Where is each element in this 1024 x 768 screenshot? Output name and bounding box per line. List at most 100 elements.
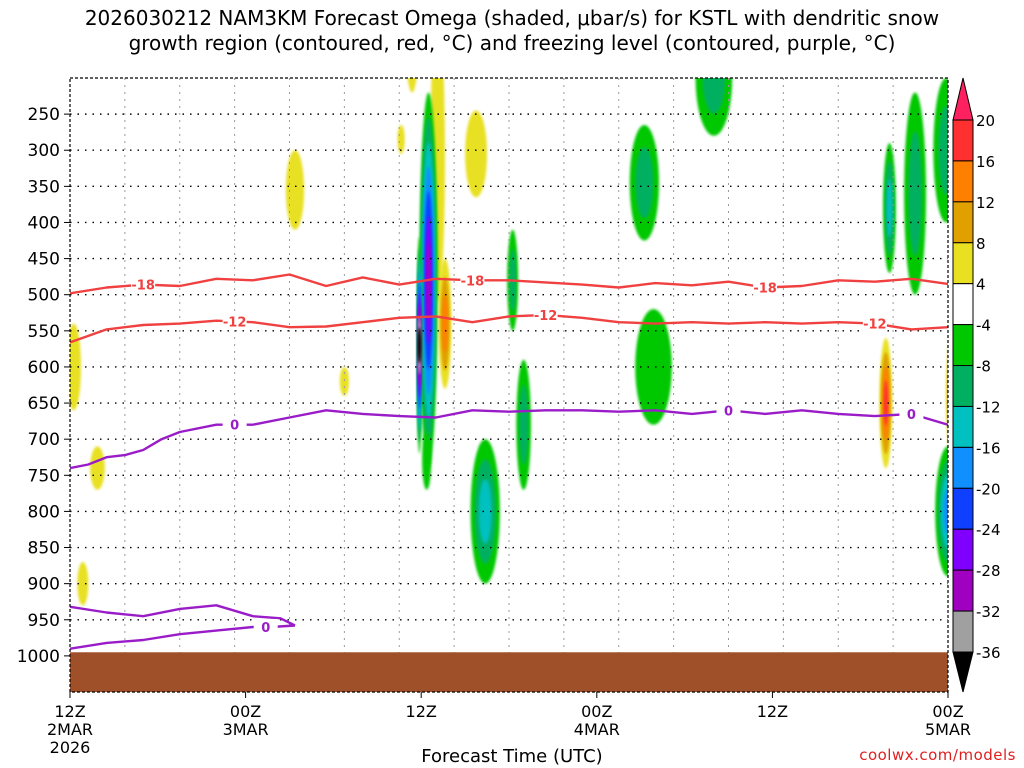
dgz-contour-label-0-2: -18 (753, 281, 777, 296)
colorbar-band-7 (952, 365, 974, 407)
omega-blob-6-level--36 (417, 327, 422, 364)
grid (70, 78, 948, 692)
y-tick-label-450: 450 (28, 250, 60, 270)
surface-ground (70, 652, 948, 692)
colorbar-label-4: 4 (976, 276, 986, 294)
omega-blob-28-level--4 (1003, 49, 1014, 179)
colorbar-label-6: -8 (976, 358, 991, 376)
omega-blob-27-level--24 (1010, 234, 1017, 442)
omega-blob-8-level-12 (442, 294, 448, 353)
x-tick-time-4: 12Z (757, 702, 788, 721)
omega-blob-14-level--4 (635, 309, 672, 425)
chart-title-line1: 2026030212 NAM3KM Forecast Omega (shaded… (84, 6, 940, 30)
y-tick-label-500: 500 (28, 286, 60, 306)
colorbar-label-2: 12 (976, 194, 995, 212)
colorbar-label-12: -32 (976, 603, 1001, 621)
omega-blob-24-level--16 (943, 488, 948, 535)
dgz-contour-0: -18 -18 -18 (70, 272, 948, 296)
freezing-contour-2: 0 (70, 618, 296, 650)
omega-blob-27-level--12 (1008, 166, 1020, 509)
dgz-contour-label-1-2: -12 (863, 318, 887, 333)
dgz-contour-label-1-0: -12 (223, 315, 247, 330)
omega-blob-13-level--8 (702, 78, 726, 114)
y-tick-label-850: 850 (28, 539, 60, 559)
colorbar-top-triangle (952, 77, 974, 121)
omega-blob-0-level-4 (285, 150, 305, 230)
y-axis: 250 300 350 400 450 500 550 600 650 700 750 800 850 9… (17, 105, 70, 667)
omega-blob-1-level-4 (407, 78, 417, 93)
y-tick-label-900: 900 (28, 575, 60, 595)
freezing-contour-0: 0 0 0 (70, 402, 948, 470)
colorbar-label-11: -28 (976, 562, 1001, 580)
x-tick-year-0: 2026 (50, 738, 91, 757)
omega-blob-10-level--8 (519, 384, 529, 465)
dgz-contour-label-bg-0-2 (753, 279, 778, 296)
y-tick-label-700: 700 (28, 430, 60, 450)
omega-blob-28-level--8 (1005, 74, 1012, 154)
freezing-contour-label-0-1: 0 (724, 404, 733, 419)
y-tick-label-800: 800 (28, 502, 60, 522)
colorbar-band-4 (952, 242, 974, 285)
x-tick-date-0: 2MAR (47, 720, 93, 739)
colorbar: 20 16 12 8 4 -4 -8 -12 -16 -20 -24 -28 -32 -36 (952, 77, 1001, 693)
x-tick-time-2: 12Z (406, 702, 437, 721)
omega-blob-27-level--28 (1011, 257, 1016, 420)
y-tick-label-650: 650 (28, 394, 60, 414)
credit-text[interactable]: coolwx.com/models (859, 746, 1016, 764)
y-tick-label-550: 550 (28, 322, 60, 342)
x-tick-date-5: 5MAR (925, 720, 971, 739)
colorbar-band-1 (952, 119, 974, 162)
colorbar-band-12 (952, 569, 974, 612)
dgz-contour-label-bg-1-2 (862, 315, 887, 332)
freezing-contour-label-0-2: 0 (907, 408, 916, 423)
y-tick-label-750: 750 (28, 466, 60, 486)
dgz-contour-label-bg-0-0 (131, 276, 156, 293)
freezing-contour-line-1 (70, 604, 296, 627)
dgz-contour-label-1-1: -12 (534, 309, 558, 324)
dgz-contour-label-0-1: -18 (461, 274, 485, 289)
omega-blob-17-level-4 (77, 561, 89, 606)
dgz-contour-1: -12 -12 -12 (70, 306, 948, 344)
omega-blob-12-level--8 (635, 147, 654, 219)
y-tick-label-300: 300 (28, 141, 60, 161)
x-tick-date-3: 4MAR (574, 720, 620, 739)
colorbar-band-6 (952, 324, 974, 367)
omega-blob-20-level--8 (908, 131, 922, 256)
colorbar-band-8 (952, 405, 974, 448)
colorbar-band-3 (952, 201, 974, 244)
colorbar-label-3: 8 (976, 235, 986, 253)
omega-blob-27-level--8 (1007, 144, 1020, 532)
plot-frame (69, 77, 949, 693)
chart-title-line2: growth region (contoured, red, °C) and f… (128, 31, 896, 55)
dgz-contour-label-bg-1-0 (222, 313, 247, 330)
omega-blob-15-level-4 (70, 323, 81, 411)
x-tick-time-3: 00Z (581, 702, 612, 721)
freezing-contour-label-bg-0-2 (899, 405, 924, 422)
freezing-contour-label-2-0: 0 (261, 621, 270, 636)
omega-blob-21-level-16 (883, 380, 889, 426)
colorbar-label-0: 20 (976, 112, 995, 130)
colorbar-band-9 (952, 446, 974, 489)
freezing-contour-label-0-0: 0 (230, 419, 239, 434)
omega-blob-16-level-4 (90, 446, 105, 490)
freezing-contour-1 (70, 604, 296, 627)
colorbar-band-10 (952, 487, 974, 530)
omega-blob-18-level-4 (339, 366, 349, 396)
x-axis-title: Forecast Time (UTC) (421, 746, 603, 767)
omega-blob-25-level--8 (983, 449, 994, 573)
freezing-contour-line-0 (70, 409, 948, 470)
freezing-contour-label-bg-0-1 (716, 402, 741, 419)
omega-blob-2-level-4 (397, 124, 405, 154)
omega-blob-27-level--20 (1010, 212, 1019, 465)
x-tick-date-1: 3MAR (223, 720, 269, 739)
colorbar-label-13: -36 (976, 644, 1001, 662)
x-tick-time-0: 12Z (54, 702, 85, 721)
y-tick-label-400: 400 (28, 213, 60, 233)
omega-blob-27-level--16 (1009, 189, 1019, 487)
colorbar-label-10: -24 (976, 521, 1001, 539)
colorbar-band-5 (952, 283, 974, 326)
y-tick-label-600: 600 (28, 358, 60, 378)
y-tick-label-350: 350 (28, 177, 60, 197)
